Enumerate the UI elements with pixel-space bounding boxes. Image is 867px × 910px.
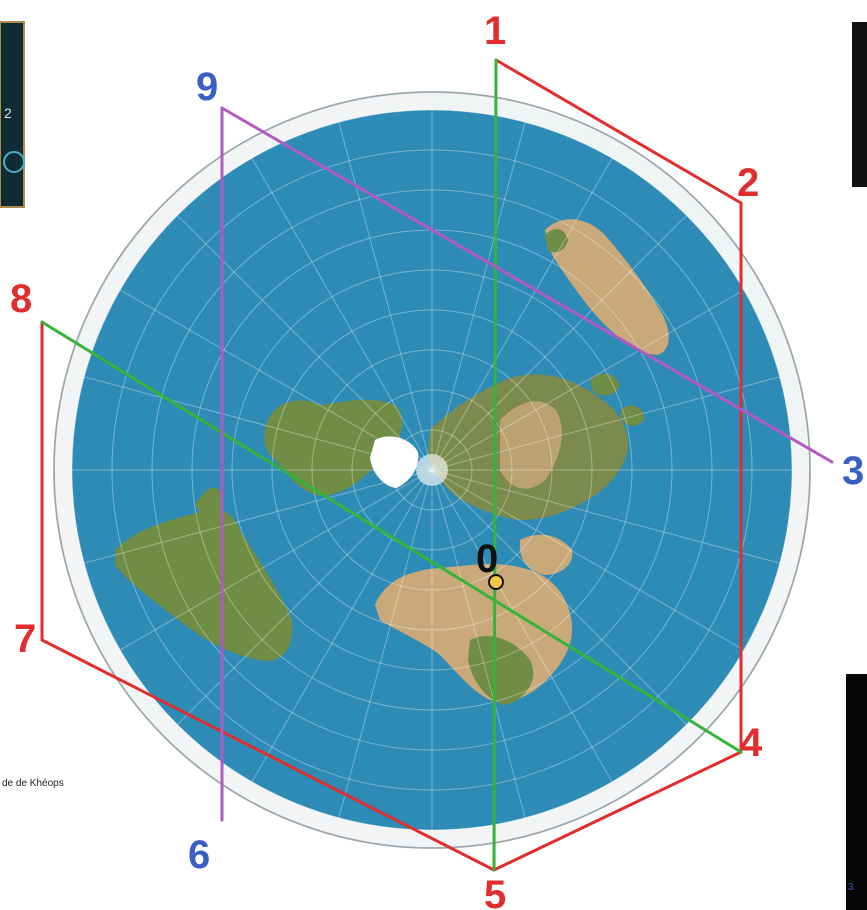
- graticule-meridian: [84, 376, 433, 471]
- graticule-ring: [391, 429, 473, 511]
- reference-caption: de de Khéops: [2, 778, 64, 789]
- graticule-ring: [111, 149, 753, 791]
- graticule-meridian: [431, 215, 687, 471]
- graticule-meridian: [431, 122, 526, 471]
- graticule-ring: [71, 109, 793, 831]
- point-labels: 1 2 3 4 5 6 7 8 9: [10, 9, 864, 910]
- point-label-1: 1: [484, 9, 506, 53]
- thumbnail-bottom-right-text: 3: [848, 882, 854, 893]
- green-line-8-4: [40, 320, 743, 754]
- flat-earth-map: [53, 91, 811, 849]
- point-label-9: 9: [196, 65, 218, 109]
- center-dot: [488, 574, 504, 590]
- purple-line-9-3: [220, 106, 834, 464]
- north-america: [264, 399, 403, 496]
- graticule-ring: [311, 349, 553, 591]
- south-america: [115, 508, 293, 661]
- graticule-meridian: [251, 157, 433, 471]
- point-label-4: 4: [740, 721, 763, 765]
- graticule-meridian: [431, 157, 613, 471]
- graticule-ring: [151, 189, 713, 751]
- graticule-meridian: [251, 469, 433, 783]
- thumbnail-top-right: [852, 22, 867, 187]
- red-line-5-7: [40, 638, 496, 872]
- point-label-8: 8: [10, 277, 32, 321]
- point-label-2: 2: [737, 161, 759, 205]
- center-label: 0: [476, 537, 498, 581]
- graticule-meridian: [431, 469, 687, 725]
- point-label-5: 5: [484, 873, 506, 910]
- graticule-ring: [231, 269, 633, 671]
- australia: [545, 219, 669, 355]
- point-label-3: 3: [842, 449, 864, 493]
- red-line-1-2: [494, 58, 743, 205]
- graticule-meridian: [431, 289, 745, 471]
- point-label-7: 7: [14, 617, 36, 661]
- graticule-meridian: [177, 215, 433, 471]
- thumbnail-bottom-right: 3: [846, 674, 867, 910]
- graticule-meridian: [431, 469, 613, 783]
- red-line-4-5: [492, 750, 743, 872]
- graticule-meridian: [338, 469, 433, 818]
- graticule-meridian: [338, 122, 433, 471]
- thumbnail-top-left: 2: [0, 21, 25, 208]
- graticule-ring: [351, 389, 513, 551]
- landmasses: [115, 95, 807, 705]
- graticule: [71, 109, 793, 831]
- point-label-6: 6: [188, 833, 210, 877]
- graticule-meridian: [431, 469, 526, 818]
- overlay-lines: [40, 58, 834, 872]
- green-line-1-5: [492, 58, 498, 872]
- graticule-meridian: [119, 469, 433, 651]
- graticule-meridian: [119, 289, 433, 471]
- thumbnail-top-left-text: 2: [4, 105, 12, 121]
- greenland: [370, 436, 419, 488]
- graticule-meridian: [431, 376, 780, 471]
- graticule-meridian: [431, 469, 745, 651]
- center-marker: 0: [476, 537, 504, 590]
- graticule-meridian: [431, 469, 780, 564]
- graticule-ring: [271, 309, 593, 631]
- graticule-meridian: [177, 469, 433, 725]
- graticule-meridian: [84, 469, 433, 564]
